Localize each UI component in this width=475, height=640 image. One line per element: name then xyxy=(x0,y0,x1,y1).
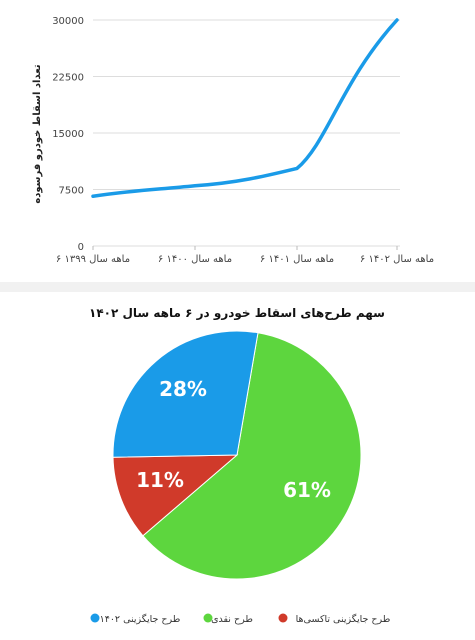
pie-slice-label: 11% xyxy=(136,468,184,492)
panel-divider xyxy=(0,282,475,292)
y-tick-label: 7500 xyxy=(59,186,84,197)
legend-marker xyxy=(90,613,100,623)
x-tick-label: ۶ ماهه سال ۱۴۰۰ xyxy=(158,254,232,265)
legend-marker xyxy=(278,613,288,623)
x-tick-label: ۶ ماهه سال ۱۴۰۱ xyxy=(260,254,334,265)
y-axis-label: تعداد اسقاط خودرو فرسوده xyxy=(32,64,43,204)
y-tick-label: 30000 xyxy=(52,16,84,27)
legend-label: طرح جایگزینی تاکسی‌ها xyxy=(296,613,391,625)
pie-chart: سهم طرح‌های اسقاط خودرو در ۶ ماهه سال ۱۴… xyxy=(89,306,391,625)
pie-slice xyxy=(112,454,239,537)
x-tick-label: ۶ ماهه سال ۱۳۹۹ xyxy=(56,254,130,265)
y-tick-label: 22500 xyxy=(52,73,84,84)
legend-label: طرح نقدی xyxy=(211,614,253,625)
legend-label: طرح جایگزینی ۱۴۰۲ xyxy=(100,613,181,625)
pie-title: سهم طرح‌های اسقاط خودرو در ۶ ماهه سال ۱۴… xyxy=(89,306,385,321)
line-chart: 0 7500 15000 22500 30000 تعداد اسقاط خودرو فر… xyxy=(32,16,434,265)
line-chart-panel: 0 7500 15000 22500 30000 تعداد اسقاط خودرو فر… xyxy=(0,0,475,282)
series-line xyxy=(91,18,399,199)
pie-slice-label: 61% xyxy=(283,478,331,502)
y-tick-label: 15000 xyxy=(52,129,84,140)
pie-slice-label: 28% xyxy=(159,377,207,401)
legend-marker xyxy=(203,613,213,623)
pie-chart-panel: سهم طرح‌های اسقاط خودرو در ۶ ماهه سال ۱۴… xyxy=(0,292,475,640)
pie-slice xyxy=(112,330,259,458)
x-tick-label: ۶ ماهه سال ۱۴۰۲ xyxy=(360,254,434,265)
pie-slice xyxy=(142,332,362,580)
y-tick-label: 0 xyxy=(78,242,84,253)
